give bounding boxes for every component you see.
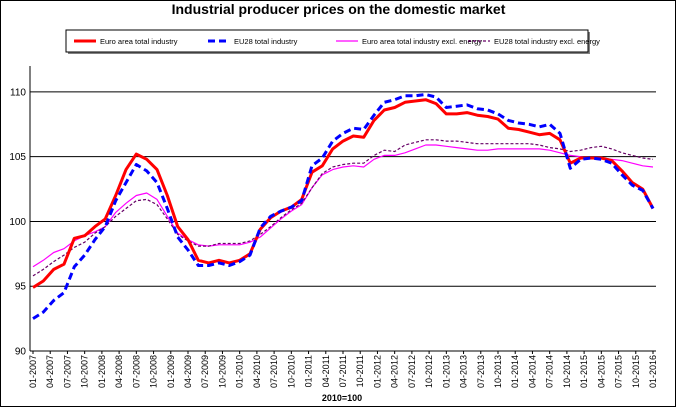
x-tick-label: 01-2009: [166, 355, 176, 388]
x-tick-label: 01-2013: [441, 355, 451, 388]
x-tick-label: 04-2014: [527, 355, 537, 388]
x-tick-label: 01-2011: [304, 355, 314, 387]
y-tick-label: 95: [15, 282, 27, 293]
x-tick-label: 10-2009: [217, 355, 227, 388]
x-tick-label: 10-2011: [355, 355, 365, 387]
x-tick-label: 10-2015: [631, 355, 641, 388]
series-line-2: [32, 93, 655, 320]
x-tick-label: 01-2014: [510, 355, 520, 388]
x-tick-label: 04-2007: [45, 355, 55, 388]
y-tick-label: 110: [10, 87, 26, 98]
x-tick-label: 04-2010: [252, 355, 262, 388]
x-tick-label: 07-2010: [269, 355, 279, 388]
series-line-4: [32, 139, 654, 277]
x-tick-label: 01-2008: [97, 355, 107, 388]
x-tick-label: 04-2008: [114, 355, 124, 388]
legend-label-3: Euro area total industry excl. energy: [362, 37, 482, 46]
x-tick-label: 01-2012: [372, 355, 382, 388]
x-tick-label: 10-2013: [493, 355, 503, 388]
y-tick-label: 105: [9, 152, 26, 163]
x-tick-label: 07-2009: [200, 355, 210, 388]
x-tick-label: 10-2010: [286, 355, 296, 388]
series-line-1: [32, 98, 655, 289]
x-tick-label: 04-2011: [321, 355, 331, 387]
x-tick-label: 04-2015: [596, 355, 606, 388]
y-tick-label: 100: [9, 217, 26, 228]
grid-lines: [30, 91, 656, 287]
x-tick-label: 10-2012: [424, 355, 434, 388]
x-tick-label: 07-2014: [545, 355, 555, 388]
chart-title: Industrial producer prices on the domest…: [171, 1, 506, 17]
x-tick-label: 07-2011: [338, 355, 348, 387]
x-tick-label: 01-2015: [579, 355, 589, 388]
series-lines: [32, 93, 655, 320]
legend-label-1: Euro area total industry: [100, 37, 178, 46]
series-line-3: [32, 144, 654, 268]
x-tick-label: 07-2008: [131, 355, 141, 388]
x-axis-title: 2010=100: [322, 393, 362, 403]
x-tick-label: 04-2013: [459, 355, 469, 388]
axes: 90 95 100 105 110 01-2007 04-2007 07-2007 10-200…: [9, 66, 658, 388]
y-tick-label: 90: [15, 347, 27, 358]
x-tick-label: 01-2010: [235, 355, 245, 388]
x-tick-label: 10-2007: [80, 355, 90, 388]
legend: Euro area total industry EU28 total indus…: [65, 29, 600, 54]
legend-box: [65, 29, 589, 53]
x-tick-label: 10-2008: [149, 355, 159, 388]
x-tick-label: 07-2007: [62, 355, 72, 388]
x-tick-label: 10-2014: [562, 355, 572, 388]
x-tick-label: 07-2013: [476, 355, 486, 388]
x-tick-label: 01-2007: [28, 355, 38, 388]
x-tick-label: 01-2016: [648, 355, 658, 388]
x-tick-label: 07-2015: [614, 355, 624, 388]
legend-label-4: EU28 total industry excl. energy: [494, 37, 600, 46]
x-tick-label: 07-2012: [407, 355, 417, 388]
x-tick-label: 04-2012: [390, 355, 400, 388]
legend-label-2: EU28 total industry: [234, 37, 298, 46]
x-tick-label: 04-2009: [183, 355, 193, 388]
